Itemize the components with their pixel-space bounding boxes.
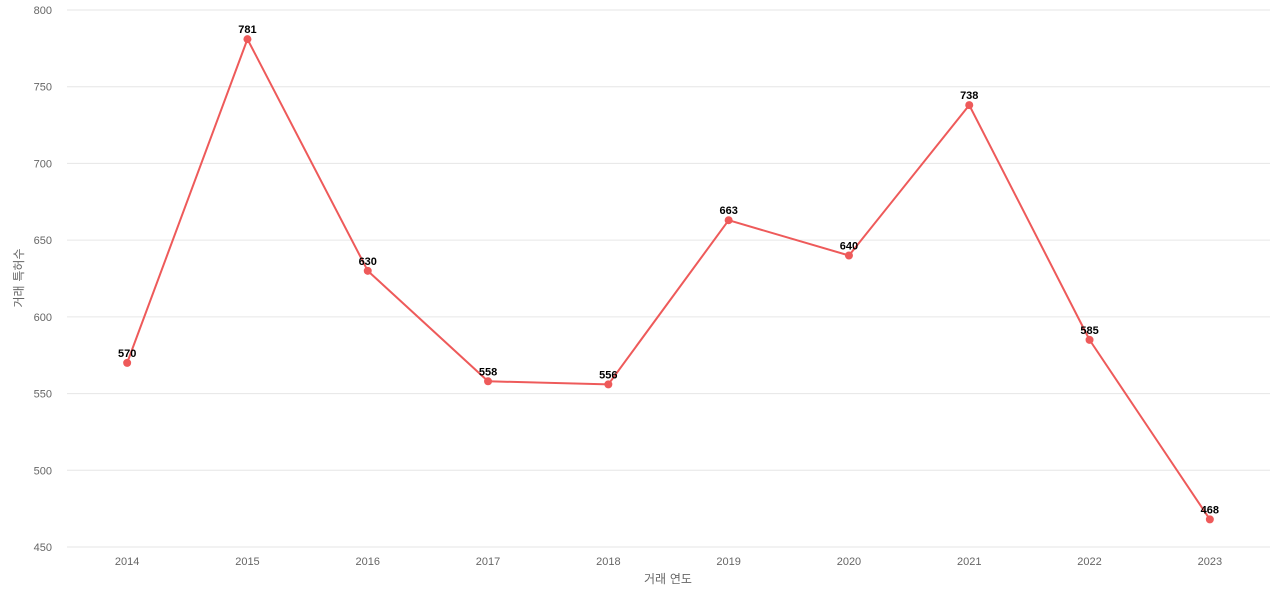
series-line-0 — [126, 38, 1211, 520]
y-axis-ticks: 450 500 550 600 650 700 750 800 — [34, 5, 52, 554]
data-label-2022: 585 — [1080, 325, 1098, 337]
data-label-2020: 640 — [840, 240, 858, 252]
data-label-2015: 781 — [238, 24, 256, 36]
y-axis-title: 거래 특허수 — [12, 248, 26, 307]
x-axis-title: 거래 연도 — [644, 572, 692, 586]
data-label-2019: 663 — [719, 205, 737, 217]
x-tick-label-2017: 2017 — [476, 556, 500, 568]
data-point-2017[interactable] — [484, 377, 493, 386]
data-label-2014: 570 — [118, 348, 136, 360]
gridlines — [67, 9, 1270, 548]
y-tick-label-550: 550 — [34, 389, 52, 401]
y-tick-label-450: 450 — [34, 542, 52, 554]
y-tick-label-600: 600 — [34, 312, 52, 324]
data-point-2021[interactable] — [965, 101, 974, 110]
y-tick-label-700: 700 — [34, 158, 52, 170]
data-label-2016: 630 — [359, 256, 377, 268]
data-point-2022[interactable] — [1085, 335, 1094, 344]
data-label-2021: 738 — [960, 90, 978, 102]
data-point-2018[interactable] — [604, 380, 613, 389]
y-tick-label-750: 750 — [34, 82, 52, 94]
x-tick-label-2016: 2016 — [356, 556, 380, 568]
data-point-2020[interactable] — [844, 251, 853, 260]
data-label-2023: 468 — [1201, 504, 1219, 516]
x-tick-label-2021: 2021 — [957, 556, 981, 568]
y-tick-label-650: 650 — [34, 235, 52, 247]
x-axis-ticks: 2014 2015 2016 2017 2018 2019 2020 2021 2022 2023 — [115, 556, 1222, 568]
y-tick-label-800: 800 — [34, 5, 52, 17]
x-tick-label-2022: 2022 — [1077, 556, 1101, 568]
data-point-2016[interactable] — [363, 266, 372, 275]
series-layer — [123, 35, 1214, 524]
x-tick-label-2019: 2019 — [716, 556, 740, 568]
data-label-2018: 556 — [599, 369, 617, 381]
x-tick-label-2018: 2018 — [596, 556, 620, 568]
data-label-2017: 558 — [479, 366, 497, 378]
data-point-2019[interactable] — [724, 216, 733, 225]
x-tick-label-2023: 2023 — [1198, 556, 1222, 568]
y-tick-label-500: 500 — [34, 465, 52, 477]
x-tick-label-2014: 2014 — [115, 556, 139, 568]
data-point-2023[interactable] — [1205, 515, 1214, 524]
x-tick-label-2020: 2020 — [837, 556, 861, 568]
data-point-2014[interactable] — [123, 358, 132, 367]
x-tick-label-2015: 2015 — [235, 556, 259, 568]
data-labels: 570 781 630 558 556 663 640 738 585 468 — [118, 24, 1219, 516]
data-point-2015[interactable] — [243, 35, 252, 44]
